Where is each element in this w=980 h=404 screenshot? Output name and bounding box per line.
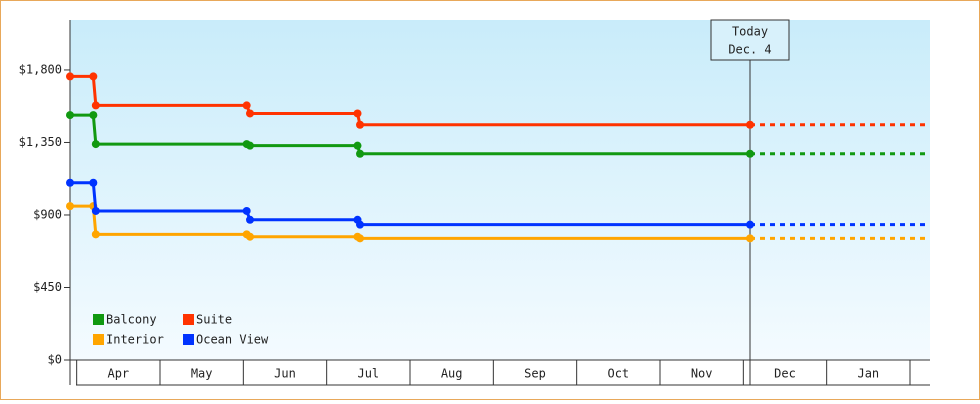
today-label: Today — [732, 25, 768, 39]
x-tick-label: May — [191, 367, 213, 381]
today-label: Dec. 4 — [728, 43, 771, 57]
point — [746, 120, 754, 129]
x-tick-label: Oct — [607, 367, 629, 381]
point — [89, 178, 98, 187]
point — [746, 234, 754, 243]
point — [356, 220, 364, 229]
legend-swatch — [183, 314, 194, 325]
point — [91, 101, 100, 110]
x-tick-label: Nov — [691, 367, 713, 381]
plot-area — [70, 20, 930, 360]
point — [353, 109, 362, 118]
x-tick-label: Jan — [857, 367, 879, 381]
legend-swatch — [93, 334, 104, 345]
point — [353, 141, 362, 150]
x-tick-label: Dec — [774, 367, 796, 381]
x-tick-label: Jul — [357, 367, 379, 381]
x-tick-label: Apr — [107, 367, 129, 381]
point — [66, 111, 74, 120]
point — [66, 72, 74, 81]
x-tick-label: Jun — [274, 367, 296, 381]
point — [242, 206, 251, 215]
y-tick-label: $1,350 — [19, 135, 62, 149]
legend-label: Interior — [106, 333, 164, 347]
point — [66, 178, 74, 187]
point — [89, 111, 98, 120]
point — [246, 141, 254, 150]
point — [246, 109, 254, 118]
point — [746, 220, 754, 229]
point — [91, 140, 100, 149]
point — [356, 149, 364, 158]
point — [356, 234, 364, 243]
point — [89, 72, 98, 81]
y-tick-label: $1,800 — [19, 62, 62, 76]
legend-label: Suite — [196, 313, 232, 327]
point — [246, 232, 254, 241]
x-tick-label: Sep — [524, 367, 546, 381]
y-tick-label: $0 — [48, 353, 62, 367]
legend-label: Ocean View — [196, 333, 269, 347]
legend-label: Balcony — [106, 313, 157, 327]
y-tick-label: $450 — [33, 280, 62, 294]
legend-swatch — [183, 334, 194, 345]
point — [746, 149, 754, 158]
point — [91, 206, 100, 215]
point — [356, 120, 364, 129]
point — [246, 215, 254, 224]
legend-swatch — [93, 314, 104, 325]
point — [66, 202, 74, 211]
x-tick-label: Aug — [441, 367, 463, 381]
today-box — [710, 19, 790, 61]
point — [91, 230, 100, 239]
y-tick-label: $900 — [33, 207, 62, 221]
point — [242, 101, 251, 110]
